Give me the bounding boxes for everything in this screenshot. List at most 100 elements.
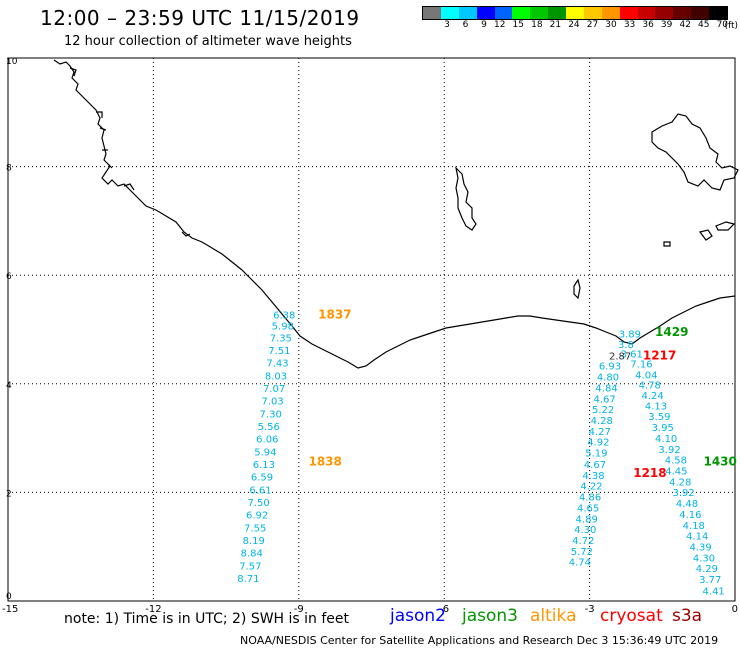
wave-height-label: 8.84 xyxy=(241,548,263,559)
footnote: note: 1) Time is in UTC; 2) SWH is in fe… xyxy=(64,611,350,627)
wave-height-label: 2.87 xyxy=(609,351,631,362)
legend-swatch xyxy=(423,7,441,19)
wave-height-label: 6.06 xyxy=(256,434,278,445)
wave-height-label: 3.89 xyxy=(619,330,641,341)
x-tick-label: 0 xyxy=(732,604,738,615)
wave-height-label: 8.03 xyxy=(265,371,287,382)
legend-swatches xyxy=(422,6,728,20)
legend-label: 45 xyxy=(698,20,710,30)
wave-height-label: 3.61 xyxy=(621,350,643,361)
wave-height-label: 4.18 xyxy=(683,521,705,532)
wave-height-label: 3.92 xyxy=(672,488,694,499)
wave-height-label: 3.59 xyxy=(648,412,670,423)
wave-height-label: 4.39 xyxy=(689,543,711,554)
credit-footer: NOAA/NESDIS Center for Satellite Applica… xyxy=(240,634,719,647)
wave-height-label: 5.22 xyxy=(592,405,614,416)
legend-swatch xyxy=(440,7,459,19)
wave-height-label: 7.43 xyxy=(266,358,288,369)
legend-labels: 3 6 9 12 15 18 21 24 27 30 33 36 39 42 45 70 xyxy=(422,20,728,30)
legend-label-spacer xyxy=(422,20,431,30)
wave-height-label: 4.67 xyxy=(593,394,615,405)
legend-label: 24 xyxy=(568,20,580,30)
coastline xyxy=(53,59,739,369)
wave-height-label: 4.29 xyxy=(696,564,718,575)
legend-swatch xyxy=(583,7,602,19)
altimeter-tracks: 6.385.987.35 7.517.43 8.03 7.077.03 7.30 5.56… xyxy=(237,311,725,598)
legend-label: 6 xyxy=(462,20,469,30)
wave-height-label: 7.55 xyxy=(244,523,266,534)
legend-swatch xyxy=(655,7,674,19)
wave-height-label: 7.50 xyxy=(247,498,269,509)
wave-height-label: 7.35 xyxy=(270,333,292,344)
wave-height-label: 4.84 xyxy=(595,383,617,394)
wave-height-label: 4.10 xyxy=(655,434,677,445)
legend-label: 42 xyxy=(679,20,691,30)
y-tick-label: 0 xyxy=(6,592,12,602)
wave-height-label: 4.41 xyxy=(703,586,725,597)
wave-height-label: 4.27 xyxy=(589,427,611,438)
y-tick-label: 8 xyxy=(6,164,12,174)
axis-tick-labels: -15 -12 -9 -6 -3 0 0 2 4 6 8 10 xyxy=(2,57,738,615)
pass-time-label: 1217 xyxy=(643,348,676,362)
map-frame xyxy=(7,57,736,602)
color-legend: 3 6 9 12 15 18 21 24 27 30 33 36 39 42 45 70 (ft) xyxy=(422,6,738,31)
wave-height-label: 7.07 xyxy=(263,384,285,395)
legend-label: 27 xyxy=(586,20,599,30)
legend-swatch xyxy=(530,7,549,19)
legend-label: 36 xyxy=(642,20,654,30)
wave-height-label: 4.13 xyxy=(645,401,667,412)
satellite-label: s3a xyxy=(672,606,703,626)
x-tick-label: -6 xyxy=(439,604,449,615)
legend-label: 30 xyxy=(605,20,617,30)
pass-time-label: 1429 xyxy=(655,325,688,339)
map-grid xyxy=(8,58,735,601)
satellite-label: jason3 xyxy=(462,606,518,626)
wave-height-label: 3.95 xyxy=(652,423,674,434)
wave-height-label: 4.80 xyxy=(597,373,619,384)
wave-height-label: 5.72 xyxy=(571,547,593,558)
wave-height-label: 6.38 xyxy=(273,311,295,322)
legend-label: 70 xyxy=(716,20,729,30)
satellite-label: altika xyxy=(530,606,577,626)
wave-height-label: 7.03 xyxy=(261,396,283,407)
wave-height-label: 4.22 xyxy=(580,482,602,493)
wave-height-label: 4.74 xyxy=(569,558,591,569)
wave-height-label: 5.94 xyxy=(254,447,276,458)
y-tick-label: 4 xyxy=(6,381,12,391)
wave-height-label: 4.86 xyxy=(579,493,601,504)
satellite-label: jason2 xyxy=(390,606,446,626)
wave-height-label: 4.48 xyxy=(676,499,698,510)
legend-swatch xyxy=(458,7,477,19)
map-title: 12:00 – 23:59 UTC 11/15/2019 xyxy=(40,6,360,30)
legend-swatch xyxy=(566,7,584,19)
wave-height-label: 5.19 xyxy=(585,449,607,460)
legend-swatch xyxy=(673,7,692,19)
wave-height-label: 4.92 xyxy=(587,438,609,449)
legend-swatch xyxy=(494,7,513,19)
legend-swatch xyxy=(619,7,638,19)
legend-swatch xyxy=(709,7,727,19)
wave-height-label: 5.56 xyxy=(258,422,280,433)
wave-height-label: 7.30 xyxy=(260,409,282,420)
wave-height-label: 6.61 xyxy=(249,485,271,496)
wave-height-label: 6.13 xyxy=(253,460,275,471)
wave-height-label: 4.65 xyxy=(577,503,599,514)
legend-label: 39 xyxy=(660,20,673,30)
legend-label: 33 xyxy=(623,20,636,30)
legend-unit: (ft) xyxy=(724,21,738,31)
map-subtitle: 12 hour collection of altimeter wave hei… xyxy=(64,34,352,49)
legend-swatch xyxy=(637,7,656,19)
x-tick-label: -15 xyxy=(2,604,18,615)
wave-height-label: 4.89 xyxy=(576,514,598,525)
wave-height-label: 6.59 xyxy=(251,472,273,483)
legend-label: 21 xyxy=(549,20,562,30)
wave-height-label: 8.19 xyxy=(243,536,265,547)
wave-height-label: 6.93 xyxy=(599,362,621,373)
wave-height-label: 7.51 xyxy=(268,346,290,357)
wave-height-label: 4.38 xyxy=(582,471,604,482)
pass-time-label: 1218 xyxy=(633,466,666,480)
satellite-label: cryosat xyxy=(600,606,663,626)
y-tick-label: 6 xyxy=(6,272,12,282)
legend-swatch xyxy=(512,7,531,19)
